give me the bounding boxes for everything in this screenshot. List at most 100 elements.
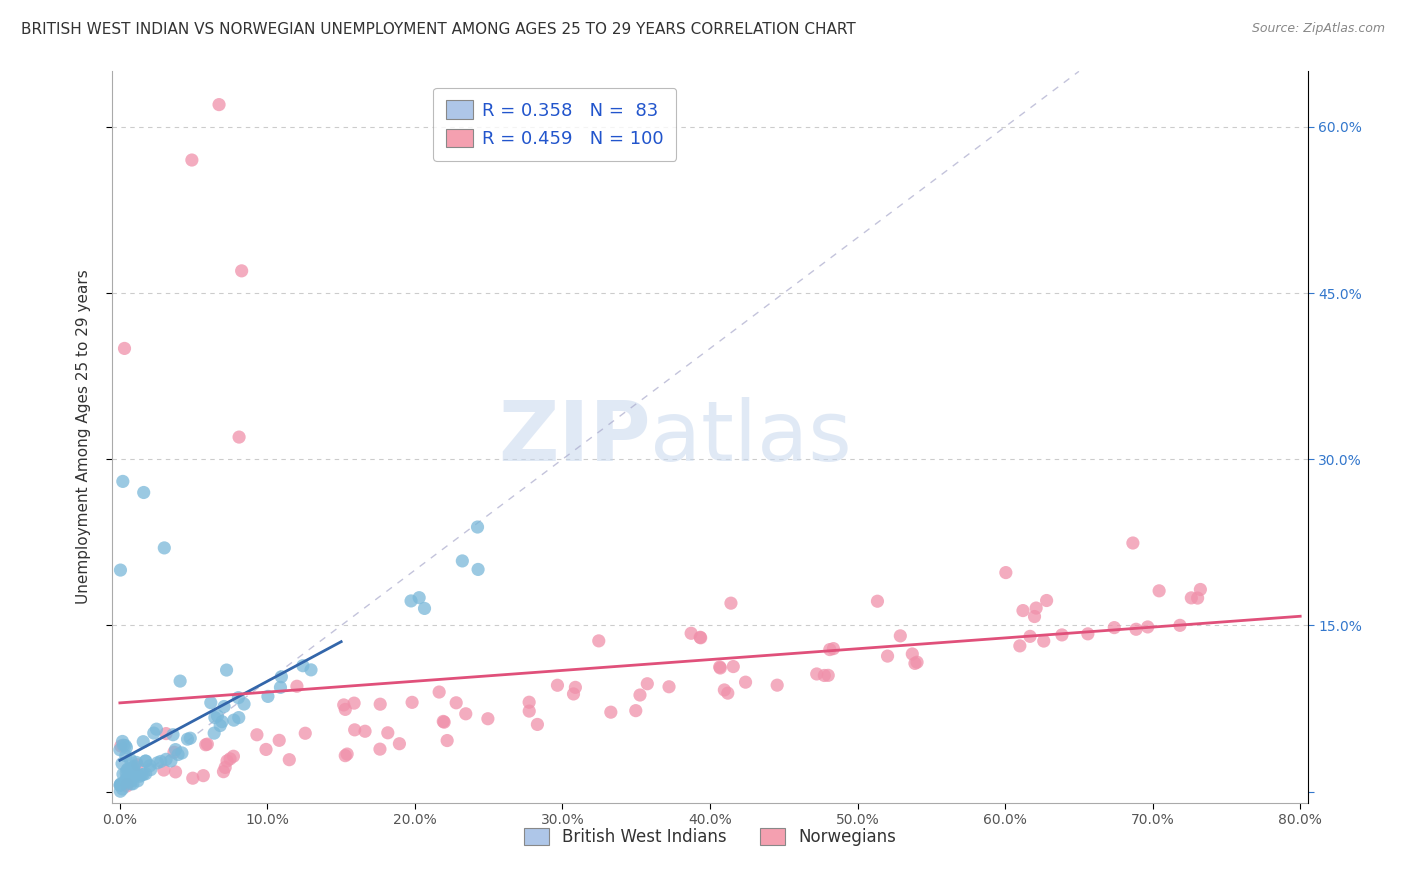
Point <box>160 754 183 768</box>
Point <box>1024 609 1046 624</box>
Point <box>1136 620 1159 634</box>
Point <box>139 763 162 777</box>
Point <box>222 749 245 764</box>
Point <box>194 738 217 752</box>
Point <box>165 742 187 756</box>
Point <box>212 699 235 714</box>
Point <box>110 739 132 753</box>
Point <box>120 753 142 767</box>
Point <box>135 754 157 768</box>
Point <box>818 642 841 657</box>
Point <box>127 773 149 788</box>
Point <box>624 704 647 718</box>
Point <box>115 777 138 791</box>
Point <box>806 667 828 681</box>
Point <box>526 717 548 731</box>
Point <box>1050 628 1073 642</box>
Point <box>889 629 911 643</box>
Point <box>343 723 366 737</box>
Point <box>717 686 740 700</box>
Point <box>427 685 450 699</box>
Point <box>135 766 157 780</box>
Point <box>399 594 422 608</box>
Point <box>110 784 132 798</box>
Point <box>110 563 132 577</box>
Point <box>766 678 789 692</box>
Point <box>294 726 316 740</box>
Point <box>120 762 142 776</box>
Point <box>477 712 499 726</box>
Point <box>901 647 924 661</box>
Point <box>132 767 155 781</box>
Point <box>149 755 172 769</box>
Text: ZIP: ZIP <box>498 397 651 477</box>
Point <box>145 722 167 736</box>
Point <box>165 764 187 779</box>
Point <box>176 732 198 747</box>
Point <box>114 739 136 753</box>
Point <box>689 631 711 645</box>
Point <box>246 728 269 742</box>
Point <box>713 682 735 697</box>
Point <box>228 690 250 705</box>
Point <box>215 663 238 677</box>
Point <box>111 475 134 489</box>
Point <box>117 762 139 776</box>
Point <box>146 756 169 770</box>
Point <box>222 713 245 727</box>
Point <box>517 704 540 718</box>
Point <box>813 668 835 682</box>
Point <box>1187 591 1209 605</box>
Point <box>817 668 839 682</box>
Point <box>467 562 489 576</box>
Text: atlas: atlas <box>651 397 852 477</box>
Point <box>118 771 141 785</box>
Point <box>128 769 150 783</box>
Point <box>193 769 215 783</box>
Point <box>451 554 474 568</box>
Point <box>115 765 138 780</box>
Point <box>343 696 366 710</box>
Point <box>170 746 193 760</box>
Point <box>681 626 703 640</box>
Point <box>454 706 477 721</box>
Point <box>1012 603 1035 617</box>
Point <box>215 754 238 768</box>
Point <box>120 774 142 789</box>
Point <box>285 679 308 693</box>
Point <box>689 630 711 644</box>
Point <box>204 710 226 724</box>
Point <box>108 778 131 792</box>
Point <box>628 688 651 702</box>
Point <box>1147 583 1170 598</box>
Point <box>228 710 250 724</box>
Point <box>720 596 742 610</box>
Point <box>115 772 138 787</box>
Point <box>599 705 621 719</box>
Point <box>155 726 177 740</box>
Point <box>823 641 845 656</box>
Point <box>433 715 456 730</box>
Point <box>208 97 231 112</box>
Point <box>1025 601 1047 615</box>
Point <box>377 726 399 740</box>
Point <box>118 774 141 789</box>
Point <box>167 747 190 762</box>
Point <box>211 714 233 729</box>
Point <box>254 742 277 756</box>
Point <box>202 726 225 740</box>
Point <box>108 743 131 757</box>
Point <box>139 759 162 773</box>
Point <box>257 690 280 704</box>
Point <box>436 733 458 747</box>
Point <box>125 756 148 770</box>
Point <box>118 773 141 788</box>
Point <box>233 697 256 711</box>
Point <box>517 695 540 709</box>
Point <box>408 591 430 605</box>
Point <box>299 663 322 677</box>
Point <box>228 430 250 444</box>
Point <box>336 747 359 761</box>
Legend: British West Indians, Norwegians: British West Indians, Norwegians <box>517 822 903 853</box>
Point <box>110 778 132 792</box>
